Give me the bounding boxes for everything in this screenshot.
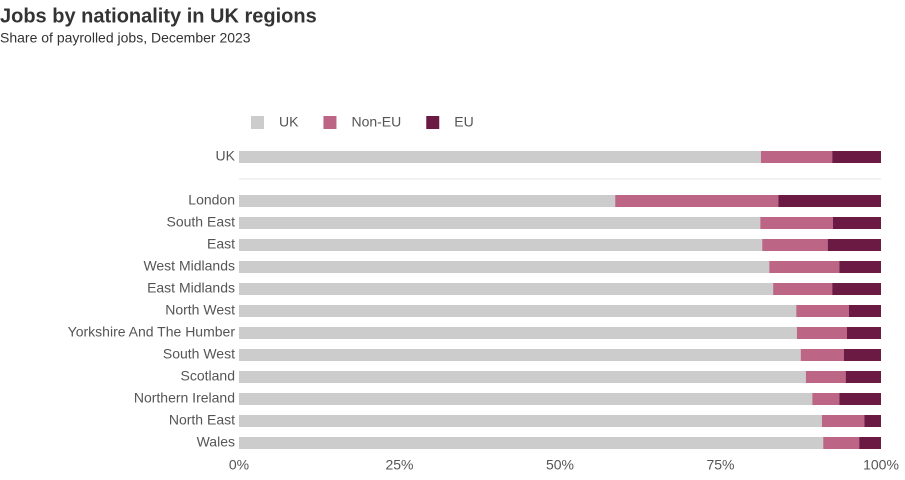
y-tick-label: Scotland bbox=[181, 368, 235, 384]
x-tick-label: 25% bbox=[385, 457, 413, 473]
bar-segment bbox=[239, 283, 774, 295]
y-tick-label: Wales bbox=[197, 434, 235, 450]
bar-segment bbox=[239, 239, 763, 251]
bar-segment bbox=[846, 327, 881, 339]
bar-segment bbox=[239, 415, 822, 427]
bar-segment bbox=[239, 195, 616, 207]
bar-segment bbox=[239, 437, 824, 449]
bar-segment bbox=[796, 305, 849, 317]
bar-segment bbox=[805, 371, 846, 383]
y-tick-label: South West bbox=[163, 346, 235, 362]
legend-swatch bbox=[251, 116, 264, 129]
bar-segment bbox=[239, 349, 801, 361]
bar-segment bbox=[845, 371, 881, 383]
bar-segment bbox=[239, 327, 797, 339]
x-tick-label: 100% bbox=[863, 457, 899, 473]
bar-segment bbox=[773, 283, 833, 295]
y-tick-label: Northern Ireland bbox=[134, 390, 235, 406]
bar-segment bbox=[239, 371, 806, 383]
x-tick-label: 50% bbox=[546, 457, 574, 473]
bar-segment bbox=[864, 415, 881, 427]
chart-title: Jobs by nationality in UK regions bbox=[0, 5, 317, 27]
y-tick-label: West Midlands bbox=[143, 258, 235, 274]
bar-segment bbox=[848, 305, 881, 317]
y-tick-label: London bbox=[188, 192, 235, 208]
x-tick-label: 0% bbox=[229, 457, 249, 473]
bar-segment bbox=[769, 261, 840, 273]
bar-segment bbox=[859, 437, 881, 449]
legend-label: UK bbox=[279, 114, 299, 130]
chart-subtitle: Share of payrolled jobs, December 2023 bbox=[0, 30, 251, 46]
bar-segment bbox=[760, 151, 833, 163]
bar-segment bbox=[239, 151, 761, 163]
bar-segment bbox=[239, 305, 797, 317]
y-tick-label: East bbox=[207, 236, 235, 252]
legend-swatch bbox=[323, 116, 337, 129]
y-tick-label: South East bbox=[167, 214, 236, 230]
bar-segment bbox=[800, 349, 844, 361]
bar-segment bbox=[762, 239, 828, 251]
bar-segment bbox=[839, 393, 881, 405]
legend-label: EU bbox=[454, 114, 473, 130]
bar-segment bbox=[615, 195, 779, 207]
bar-segment bbox=[239, 217, 761, 229]
bar-segment bbox=[812, 393, 840, 405]
bar-segment bbox=[832, 217, 881, 229]
y-tick-label: East Midlands bbox=[147, 280, 235, 296]
bar-segment bbox=[843, 349, 881, 361]
legend-label: Non-EU bbox=[351, 114, 401, 130]
bar-segment bbox=[239, 261, 770, 273]
bar-segment bbox=[778, 195, 881, 207]
bar-segment bbox=[823, 437, 860, 449]
bar-segment bbox=[760, 217, 833, 229]
y-tick-label: UK bbox=[216, 148, 236, 164]
bar-segment bbox=[821, 415, 865, 427]
y-tick-label: North West bbox=[165, 302, 235, 318]
bar-segment bbox=[827, 239, 881, 251]
bar-segment bbox=[832, 283, 881, 295]
bar-segment bbox=[832, 151, 881, 163]
x-tick-label: 75% bbox=[706, 457, 734, 473]
legend-swatch bbox=[426, 116, 440, 129]
bar-segment bbox=[796, 327, 847, 339]
y-tick-label: North East bbox=[169, 412, 235, 428]
bar-segment bbox=[839, 261, 881, 273]
bar-segment bbox=[239, 393, 813, 405]
y-tick-label: Yorkshire And The Humber bbox=[68, 324, 236, 340]
